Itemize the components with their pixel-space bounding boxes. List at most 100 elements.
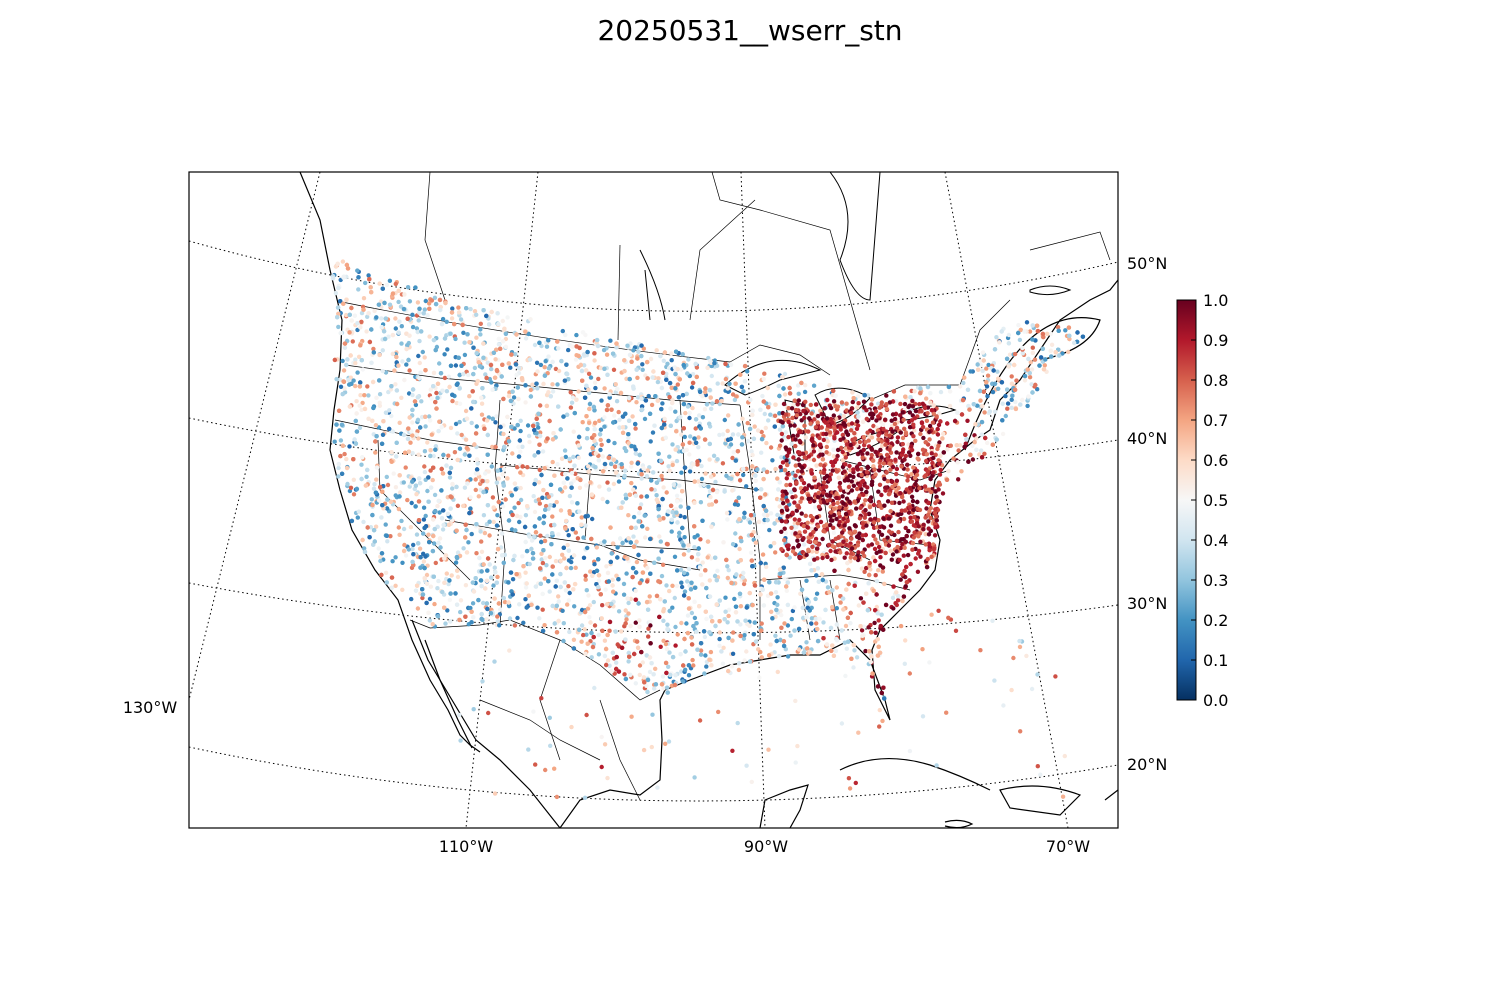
station-marker bbox=[440, 316, 446, 322]
station-marker bbox=[561, 621, 566, 626]
station-marker bbox=[516, 500, 521, 506]
station-marker bbox=[615, 545, 620, 550]
station-marker bbox=[347, 330, 352, 335]
station-marker bbox=[980, 368, 985, 374]
station-marker bbox=[646, 626, 651, 631]
station-marker bbox=[517, 519, 522, 525]
station-marker bbox=[592, 408, 597, 413]
station-marker bbox=[783, 647, 788, 652]
station-marker bbox=[759, 450, 764, 455]
station-marker bbox=[682, 434, 687, 440]
station-marker bbox=[681, 362, 686, 368]
station-marker bbox=[670, 583, 675, 588]
station-marker bbox=[528, 387, 533, 393]
station-marker bbox=[977, 388, 983, 394]
station-marker bbox=[448, 425, 454, 431]
station-marker bbox=[1066, 349, 1071, 355]
station-marker bbox=[454, 528, 459, 533]
station-marker bbox=[1030, 350, 1036, 356]
station-marker bbox=[894, 425, 900, 431]
station-marker bbox=[598, 447, 603, 453]
station-marker bbox=[611, 420, 616, 425]
station-marker bbox=[616, 609, 622, 614]
station-marker bbox=[614, 345, 619, 350]
station-marker bbox=[689, 555, 695, 560]
station-marker bbox=[973, 422, 978, 427]
station-marker bbox=[833, 393, 838, 398]
station-marker bbox=[587, 603, 593, 608]
station-marker bbox=[661, 485, 666, 490]
station-marker bbox=[424, 600, 429, 606]
station-marker bbox=[682, 589, 688, 594]
station-marker bbox=[430, 548, 436, 554]
station-marker bbox=[749, 449, 754, 454]
station-marker bbox=[614, 341, 619, 346]
station-marker bbox=[864, 565, 869, 571]
station-marker bbox=[832, 568, 837, 573]
station-marker bbox=[518, 497, 524, 503]
station-marker bbox=[890, 552, 896, 557]
station-marker bbox=[498, 424, 503, 430]
station-marker bbox=[577, 627, 582, 632]
station-marker bbox=[633, 570, 639, 575]
station-marker bbox=[841, 414, 847, 419]
station-marker bbox=[623, 468, 628, 473]
station-marker bbox=[469, 531, 474, 537]
station-marker bbox=[663, 641, 669, 647]
station-marker bbox=[781, 565, 786, 570]
station-marker bbox=[481, 489, 486, 495]
station-marker bbox=[737, 478, 743, 483]
station-marker bbox=[773, 402, 778, 407]
station-marker bbox=[380, 489, 385, 494]
station-marker bbox=[937, 411, 942, 416]
station-marker bbox=[609, 601, 614, 607]
station-marker bbox=[709, 502, 715, 507]
station-marker bbox=[699, 476, 705, 482]
station-marker bbox=[481, 513, 487, 518]
station-marker bbox=[366, 311, 371, 316]
station-marker bbox=[520, 444, 525, 449]
station-marker bbox=[766, 418, 771, 423]
station-marker bbox=[358, 343, 363, 348]
station-marker bbox=[593, 451, 598, 456]
station-marker bbox=[362, 549, 368, 555]
station-marker bbox=[432, 526, 437, 532]
station-marker bbox=[630, 414, 635, 419]
station-marker bbox=[589, 536, 594, 542]
station-marker bbox=[358, 325, 363, 330]
station-marker bbox=[1057, 353, 1062, 358]
station-marker bbox=[629, 460, 634, 465]
station-marker bbox=[1066, 325, 1072, 330]
station-marker bbox=[491, 583, 496, 588]
station-marker bbox=[489, 309, 494, 315]
station-marker bbox=[397, 532, 402, 537]
station-marker bbox=[879, 612, 884, 617]
station-marker bbox=[359, 462, 364, 467]
station-marker bbox=[597, 484, 602, 489]
station-marker bbox=[639, 476, 644, 481]
station-marker bbox=[458, 317, 464, 322]
station-marker bbox=[506, 439, 512, 444]
station-marker bbox=[760, 393, 765, 399]
station-marker bbox=[590, 445, 595, 451]
station-marker bbox=[602, 653, 608, 659]
station-marker bbox=[653, 682, 659, 687]
station-marker bbox=[693, 361, 698, 367]
station-marker bbox=[959, 412, 965, 417]
station-marker bbox=[572, 581, 578, 587]
station-marker bbox=[667, 380, 673, 386]
station-marker bbox=[829, 648, 834, 653]
station-marker bbox=[1003, 413, 1008, 419]
station-marker bbox=[459, 432, 464, 438]
station-marker bbox=[689, 385, 695, 390]
station-marker bbox=[471, 399, 476, 405]
station-marker bbox=[966, 403, 971, 409]
station-marker bbox=[608, 338, 613, 343]
station-marker bbox=[904, 580, 910, 585]
station-marker bbox=[691, 623, 696, 629]
station-marker bbox=[457, 419, 462, 425]
station-marker bbox=[616, 479, 622, 484]
station-marker bbox=[777, 411, 782, 416]
station-marker bbox=[801, 615, 806, 621]
station-marker bbox=[478, 327, 483, 332]
